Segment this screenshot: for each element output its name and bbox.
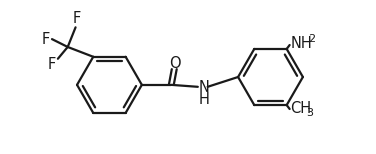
Text: CH: CH: [291, 101, 312, 116]
Text: H: H: [198, 92, 209, 107]
Text: NH: NH: [291, 36, 312, 51]
Text: O: O: [170, 56, 181, 71]
Text: F: F: [42, 32, 50, 47]
Text: N: N: [198, 80, 209, 95]
Text: 2: 2: [308, 34, 315, 44]
Text: F: F: [48, 57, 56, 72]
Text: 3: 3: [306, 108, 313, 118]
Text: F: F: [73, 11, 81, 26]
